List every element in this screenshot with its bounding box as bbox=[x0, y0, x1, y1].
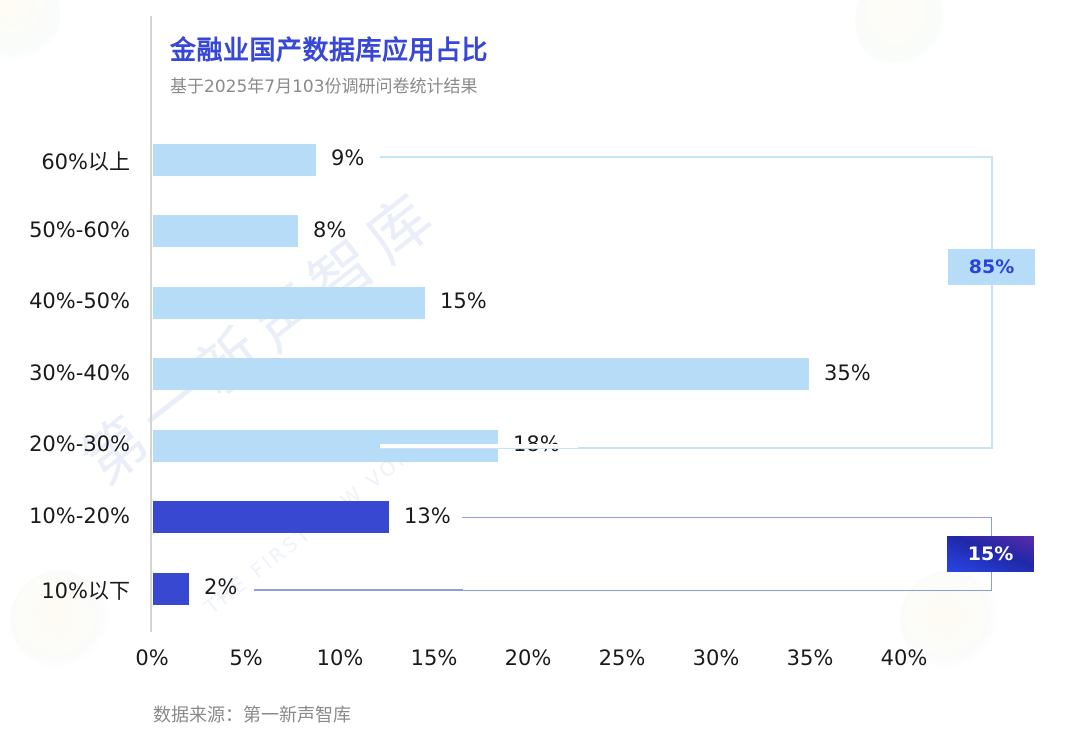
x-tick: 40% bbox=[880, 646, 928, 670]
bar-50-60 bbox=[153, 215, 298, 247]
bar-60-plus bbox=[153, 144, 316, 176]
group-total-badge-high: 85% bbox=[948, 249, 1035, 285]
category-label: 50%-60% bbox=[29, 218, 130, 242]
chart-subtitle: 基于2025年7月103份调研问卷统计结果 bbox=[170, 77, 478, 97]
category-label: 40%-50% bbox=[29, 289, 130, 313]
category-label: 10%以下 bbox=[41, 579, 130, 603]
bar-30-40 bbox=[153, 358, 809, 390]
bar-10-20 bbox=[153, 501, 389, 533]
value-label: 13% bbox=[404, 504, 451, 528]
x-tick: 25% bbox=[598, 646, 646, 670]
value-label: 35% bbox=[824, 361, 871, 385]
x-tick: 10% bbox=[316, 646, 364, 670]
bar-below-10 bbox=[153, 573, 189, 605]
x-tick: 15% bbox=[410, 646, 458, 670]
x-tick: 30% bbox=[692, 646, 740, 670]
bracket-low-bottom-line bbox=[254, 589, 463, 591]
watermark-logo-bottom-left bbox=[10, 570, 110, 670]
watermark-logo-top-left bbox=[0, 0, 60, 70]
value-label: 9% bbox=[331, 146, 365, 170]
x-tick: 0% bbox=[135, 646, 169, 670]
group-total-badge-low: 15% bbox=[947, 536, 1034, 572]
x-tick: 20% bbox=[504, 646, 552, 670]
chart-title: 金融业国产数据库应用占比 bbox=[170, 36, 489, 66]
x-tick: 35% bbox=[786, 646, 834, 670]
category-label: 10%-20% bbox=[29, 504, 130, 528]
watermark-logo-top-right bbox=[855, 0, 945, 70]
category-label: 30%-40% bbox=[29, 361, 130, 385]
watermark-logo-bottom-right bbox=[900, 570, 1000, 670]
value-label: 8% bbox=[313, 218, 347, 242]
value-label: 15% bbox=[440, 289, 487, 313]
bracket-high-group bbox=[380, 156, 993, 449]
category-label: 20%-30% bbox=[29, 432, 130, 456]
category-label: 60%以上 bbox=[41, 150, 130, 174]
y-axis-line bbox=[150, 16, 152, 632]
data-source: 数据来源：第一新声智库 bbox=[153, 705, 351, 726]
bar-40-50 bbox=[153, 287, 425, 319]
x-tick: 5% bbox=[229, 646, 263, 670]
bracket-low-group bbox=[462, 517, 992, 591]
value-label: 2% bbox=[204, 575, 238, 599]
bracket-gap-mask bbox=[380, 444, 578, 448]
